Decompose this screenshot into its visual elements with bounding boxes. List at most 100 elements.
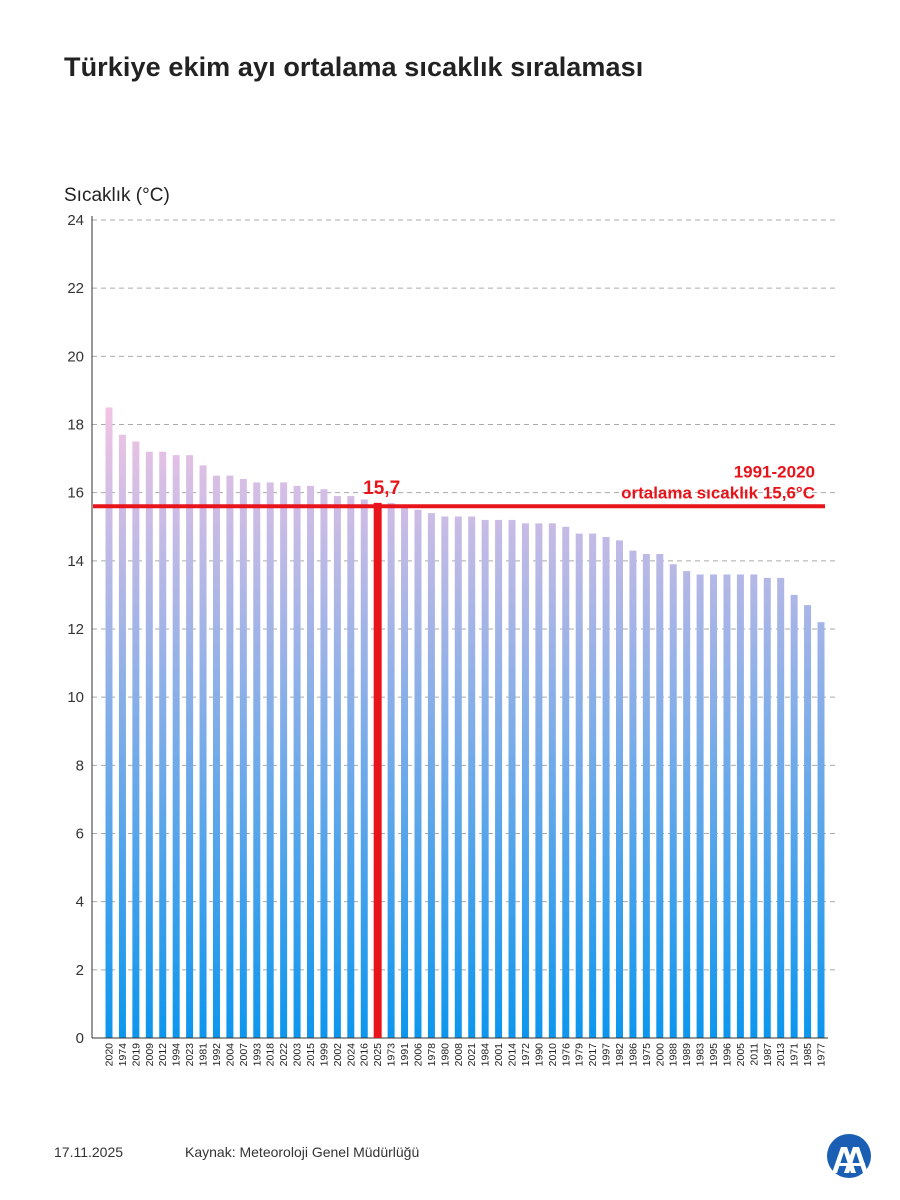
bar	[414, 509, 422, 1038]
y-tick-label: 22	[67, 280, 84, 297]
bar	[481, 519, 489, 1038]
bar	[239, 479, 247, 1038]
x-tick-label: 1975	[641, 1043, 653, 1067]
x-tick-label: 2011	[748, 1043, 760, 1066]
bar	[212, 475, 220, 1038]
x-tick-label: 1976	[560, 1043, 572, 1067]
x-tick-label: 1977	[816, 1043, 828, 1067]
bar	[736, 574, 744, 1038]
x-tick-label: 1980	[439, 1043, 451, 1067]
y-tick-label: 8	[76, 757, 84, 774]
x-tick-label: 1989	[681, 1043, 693, 1067]
bar	[293, 485, 301, 1039]
x-tick-label: 2022	[278, 1043, 290, 1067]
x-tick-label: 1983	[695, 1043, 707, 1067]
y-tick-label: 4	[76, 894, 84, 911]
bar	[253, 482, 261, 1039]
y-tick-label: 2	[76, 962, 84, 979]
bar	[535, 523, 543, 1038]
bar	[562, 526, 570, 1038]
bar	[750, 574, 758, 1038]
bar	[427, 513, 435, 1038]
x-tick-label: 2014	[507, 1043, 519, 1067]
x-tick-label: 1985	[802, 1043, 814, 1067]
x-tick-label: 2000	[654, 1043, 666, 1067]
bar	[575, 533, 583, 1038]
highlight-label: 15,7	[363, 478, 400, 499]
x-tick-label: 2007	[238, 1043, 250, 1067]
bar	[387, 502, 395, 1038]
x-tick-label: 2004	[224, 1043, 236, 1067]
x-tick-label: 2018	[265, 1043, 277, 1067]
x-tick-label: 2010	[547, 1043, 559, 1067]
bar	[199, 465, 207, 1038]
y-tick-label: 0	[76, 1030, 84, 1047]
x-tick-label: 2020	[104, 1043, 116, 1067]
bar	[441, 516, 449, 1038]
y-tick-label: 12	[67, 621, 84, 638]
bar	[763, 577, 771, 1038]
x-axis-ticks: 2020 1974 2019 2009 2012 1994 2023 1981 1992 2004…	[104, 1043, 828, 1067]
x-tick-label: 2001	[493, 1043, 505, 1067]
y-tick-label: 6	[76, 826, 84, 843]
aa-logo-icon	[827, 1134, 871, 1178]
reference-label-period: 1991-2020	[734, 462, 815, 481]
footer-source: Kaynak: Meteoroloji Genel Müdürlüğü	[185, 1144, 420, 1160]
bar	[307, 485, 315, 1039]
y-tick-label: 24	[67, 212, 84, 229]
bar	[320, 489, 328, 1039]
x-tick-label: 2023	[184, 1043, 196, 1067]
x-tick-label: 2017	[587, 1043, 599, 1067]
x-tick-label: 2008	[453, 1043, 465, 1067]
x-tick-label: 1991	[399, 1043, 411, 1067]
x-tick-label: 1972	[520, 1043, 532, 1067]
bar	[790, 594, 798, 1038]
x-tick-label: 1988	[668, 1043, 680, 1067]
x-tick-label: 2005	[735, 1043, 747, 1067]
x-tick-label: 2003	[292, 1043, 304, 1067]
bar	[669, 564, 677, 1038]
bar	[589, 533, 597, 1038]
bar	[280, 482, 288, 1039]
x-tick-label: 2025	[372, 1043, 384, 1067]
x-tick-label: 2016	[359, 1043, 371, 1067]
x-tick-label: 1994	[171, 1043, 183, 1067]
bar	[118, 434, 126, 1039]
x-tick-label: 2009	[144, 1043, 156, 1067]
bar	[656, 554, 664, 1038]
bar	[360, 499, 368, 1038]
bar	[615, 540, 623, 1038]
x-tick-label: 1978	[426, 1043, 438, 1067]
bar	[159, 451, 167, 1038]
x-tick-label: 1984	[480, 1043, 492, 1067]
bar	[710, 574, 718, 1038]
grid-lines	[92, 219, 836, 971]
bar	[508, 519, 516, 1038]
x-tick-label: 1997	[601, 1043, 613, 1067]
x-tick-label: 1990	[533, 1043, 545, 1067]
x-tick-label: 1992	[211, 1043, 223, 1067]
x-tick-label: 1973	[386, 1043, 398, 1067]
highlight-bar	[373, 502, 382, 1038]
x-tick-label: 1995	[708, 1043, 720, 1067]
x-tick-label: 2021	[466, 1043, 478, 1067]
bar	[172, 455, 180, 1038]
bar	[226, 475, 234, 1038]
y-tick-label: 10	[67, 689, 84, 706]
bar	[723, 574, 731, 1038]
y-tick-label: 16	[67, 485, 84, 502]
bar	[777, 577, 785, 1038]
bar	[817, 622, 825, 1038]
reference-label-value: ortalama sıcaklık 15,6°C	[621, 483, 815, 502]
bar	[683, 571, 691, 1038]
bar	[804, 605, 812, 1038]
bar	[548, 523, 556, 1038]
chart-title: Türkiye ekim ayı ortalama sıcaklık sıral…	[64, 52, 644, 82]
x-tick-label: 2019	[130, 1043, 142, 1067]
bar	[266, 482, 274, 1039]
y-tick-label: 20	[67, 348, 84, 365]
bar	[468, 516, 476, 1038]
x-tick-label: 1987	[762, 1043, 774, 1067]
